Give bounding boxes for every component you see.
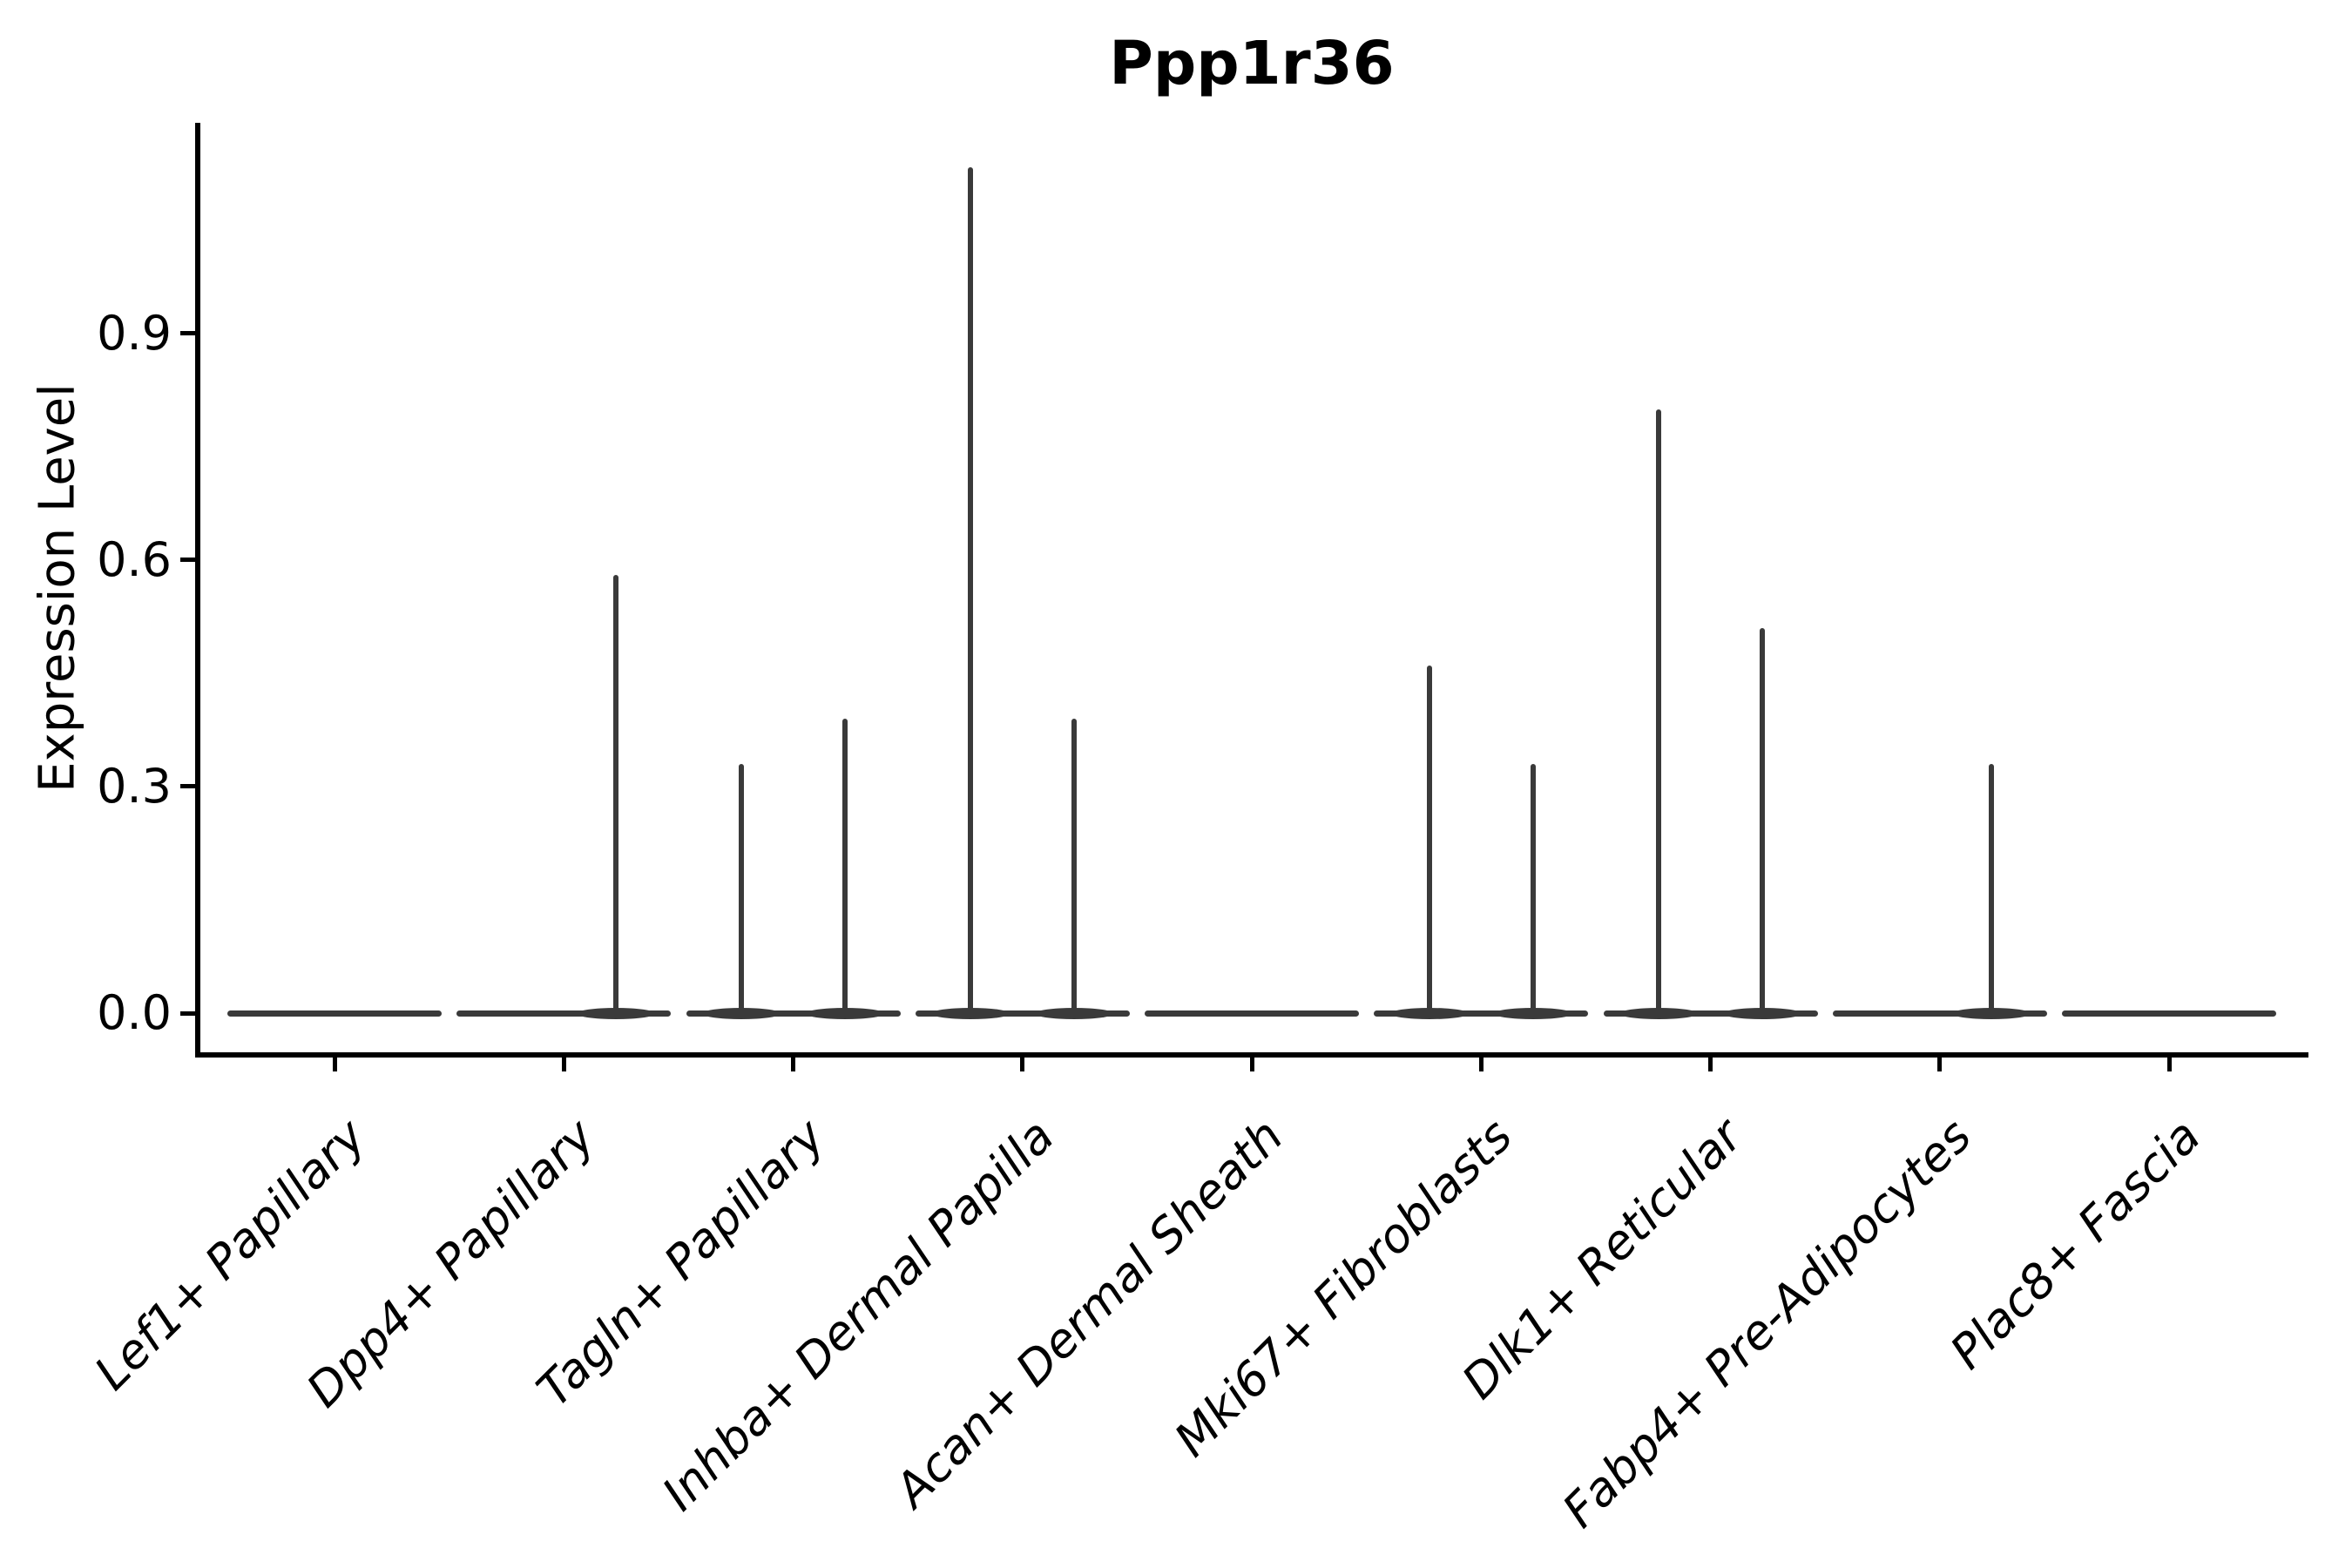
violin-tail-spike (739, 763, 744, 1016)
x-tick-mark (1249, 1058, 1254, 1071)
violin-tail-spike (1989, 763, 1995, 1016)
y-tick-label: 0.9 (97, 305, 172, 361)
x-tick-label: Acan+ Dermal Sheath (884, 1108, 1294, 1518)
x-tick-mark (1478, 1058, 1484, 1071)
plot-title: Ppp1r36 (1109, 29, 1395, 98)
x-tick-mark (2166, 1058, 2172, 1071)
violin-baseline (227, 1010, 442, 1017)
violin-tail-spike (612, 575, 618, 1016)
violin-tail-spike (1426, 666, 1432, 1016)
y-tick-label: 0.0 (97, 985, 172, 1040)
y-tick-label: 0.3 (97, 758, 172, 814)
violin-tail-spike (1530, 763, 1536, 1016)
x-axis-spine (195, 1052, 2308, 1058)
y-tick-label: 0.6 (97, 531, 172, 587)
violin-tail-spike (1656, 409, 1661, 1016)
violin-baseline (915, 1010, 1130, 1017)
violin-tail-spike (1760, 627, 1765, 1016)
x-tick-mark (791, 1058, 795, 1071)
violin-tail-spike (842, 718, 848, 1016)
x-tick-mark (561, 1058, 566, 1071)
y-tick-mark (180, 558, 195, 563)
x-tick-mark (332, 1058, 337, 1071)
violin-baseline (1603, 1010, 1818, 1017)
y-tick-mark (180, 1010, 195, 1016)
violin-tail-spike (1071, 718, 1078, 1016)
x-tick-mark (1020, 1058, 1025, 1071)
x-tick-label: Inhba+ Dermal Papilla (651, 1108, 1064, 1522)
x-tick-mark (1708, 1058, 1713, 1071)
violin-tail-spike (968, 167, 974, 1016)
y-tick-mark (180, 784, 195, 789)
violin-baseline (1832, 1010, 2047, 1017)
violin-baseline (686, 1010, 901, 1017)
violin-baseline (2062, 1010, 2276, 1017)
violin-baseline (456, 1010, 672, 1017)
x-tick-mark (1937, 1058, 1943, 1071)
x-tick-label: Fabp4+ Pre-Adipocytes (1551, 1108, 1982, 1538)
y-tick-mark (180, 331, 195, 336)
y-axis-spine (195, 123, 200, 1058)
violin-baseline (1374, 1010, 1589, 1017)
violin-baseline (1145, 1010, 1359, 1017)
